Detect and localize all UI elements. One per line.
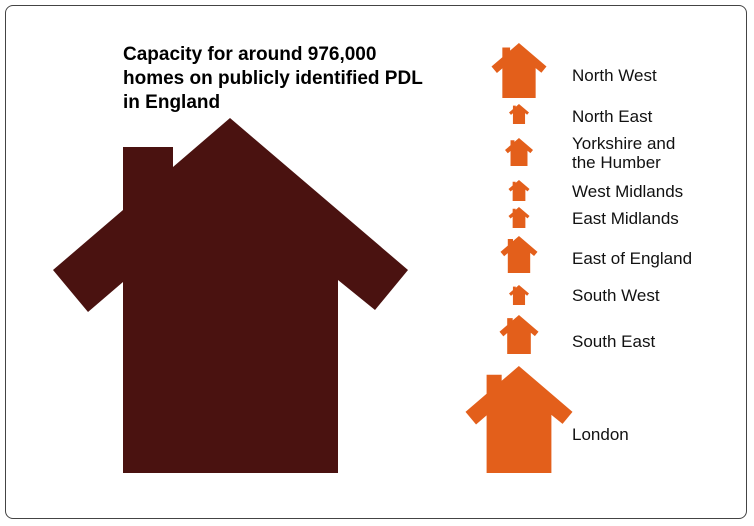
region-house xyxy=(491,43,547,98)
region-house xyxy=(508,180,530,202)
region-label: East of England xyxy=(572,249,693,268)
region-label: West Midlands xyxy=(572,182,684,201)
region-label: Yorkshire and the Humber xyxy=(572,134,676,172)
region-label: South East xyxy=(572,332,656,351)
region-house xyxy=(499,315,539,355)
region-label: London xyxy=(572,425,629,444)
region-house xyxy=(505,138,534,167)
region-label: North West xyxy=(572,66,657,85)
frame xyxy=(5,5,747,519)
region-house xyxy=(465,366,573,473)
region-label: East Midlands xyxy=(572,209,679,228)
region-label: South West xyxy=(572,286,660,305)
region-house xyxy=(508,207,530,229)
region-house xyxy=(509,104,529,124)
region-house xyxy=(500,236,538,273)
region-label: North East xyxy=(572,107,653,126)
region-house xyxy=(509,285,529,305)
england-house xyxy=(53,118,408,473)
title: Capacity for around 976,000 homes on pub… xyxy=(123,44,423,113)
